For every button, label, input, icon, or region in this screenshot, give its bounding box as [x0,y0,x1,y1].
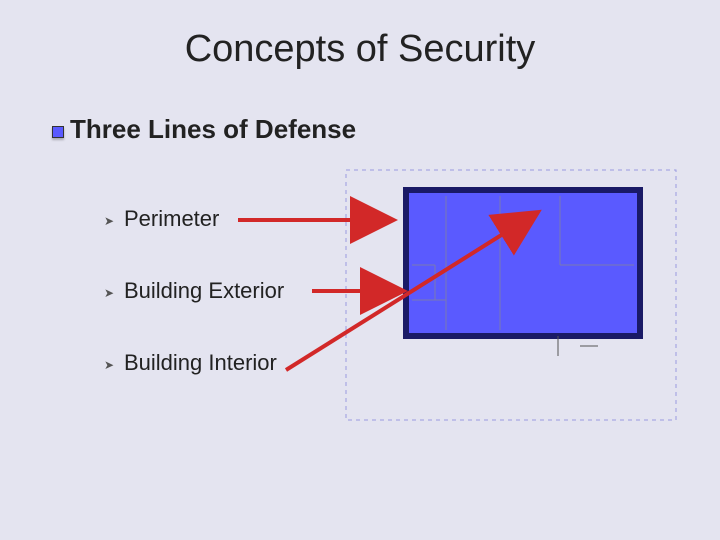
building-exterior-rect [406,190,640,336]
defense-diagram [0,0,720,540]
